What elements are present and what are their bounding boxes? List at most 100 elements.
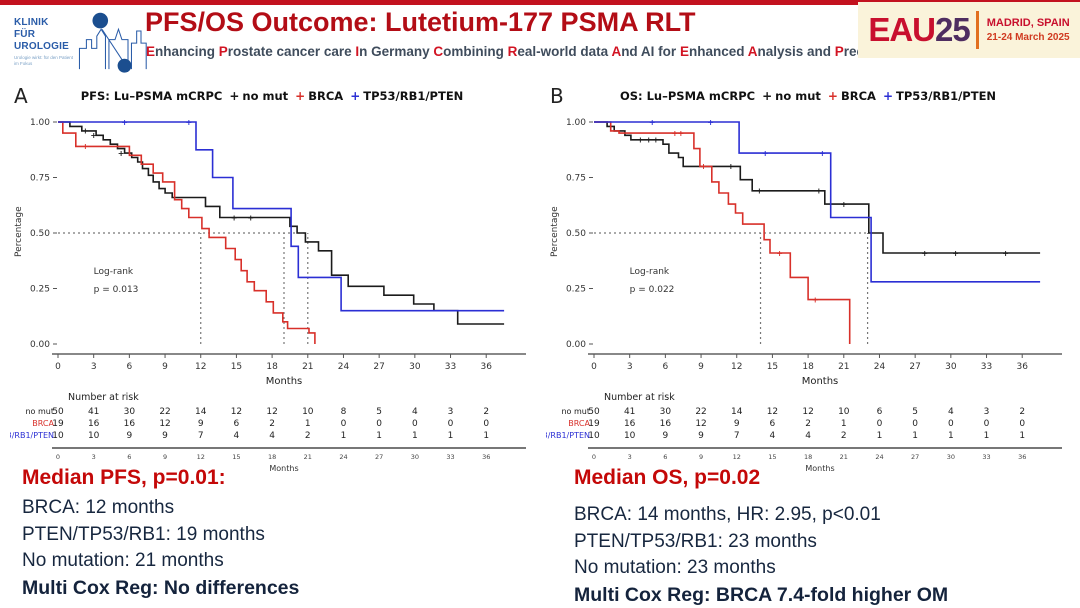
svg-text:TP53/RB1/PTEN: TP53/RB1/PTEN (546, 431, 590, 440)
svg-text:BRCA: BRCA (32, 419, 54, 428)
svg-text:24: 24 (875, 453, 883, 461)
svg-text:0.25: 0.25 (566, 285, 586, 295)
svg-text:+: + (231, 213, 238, 222)
svg-text:0: 0 (591, 362, 597, 372)
svg-text:no mut: no mut (561, 407, 590, 416)
svg-text:Number at risk: Number at risk (68, 392, 139, 403)
svg-text:+: + (776, 249, 783, 258)
svg-text:0.00: 0.00 (30, 340, 50, 350)
svg-text:1: 1 (1019, 431, 1025, 441)
svg-text:33: 33 (445, 362, 456, 372)
svg-text:p = 0.013: p = 0.013 (94, 285, 139, 295)
km-series-no-mut (58, 121, 505, 325)
svg-text:7: 7 (734, 431, 740, 441)
svg-text:19: 19 (588, 419, 600, 429)
svg-text:1: 1 (948, 431, 954, 441)
svg-text:30: 30 (945, 362, 957, 372)
svg-text:12: 12 (197, 453, 205, 461)
svg-text:0.75: 0.75 (566, 174, 586, 184)
panel-a-label: A (14, 84, 28, 108)
svg-text:6: 6 (127, 362, 133, 372)
plus-marker-icon: + (882, 89, 893, 103)
legend-brca: + BRCA (295, 89, 344, 103)
km-series-brca (594, 121, 851, 344)
pfs-summary-nomut: No mutation: 21 months (22, 550, 224, 572)
svg-text:1: 1 (341, 431, 347, 441)
svg-text:18: 18 (268, 453, 276, 461)
svg-text:0: 0 (341, 419, 347, 429)
svg-text:12: 12 (802, 407, 813, 417)
svg-text:12: 12 (767, 407, 778, 417)
svg-text:2: 2 (269, 419, 275, 429)
panel-os: B OS: Lu–PSMA mCRPC + no mut + BRCA + TP53/… (546, 84, 1070, 476)
pfs-summary-brca: BRCA: 12 months (22, 497, 175, 518)
km-series-tp53-rb1-pten (594, 121, 1041, 283)
pfs-summary-heading: Median PFS, p=0.01: (22, 466, 226, 489)
svg-text:0: 0 (376, 419, 382, 429)
svg-text:15: 15 (768, 453, 776, 461)
svg-text:Months: Months (805, 464, 834, 473)
svg-text:2: 2 (305, 431, 311, 441)
svg-text:33: 33 (446, 453, 454, 461)
svg-text:21: 21 (304, 453, 312, 461)
svg-text:12: 12 (195, 362, 206, 372)
svg-text:27: 27 (909, 362, 920, 372)
svg-text:+: + (247, 213, 254, 222)
svg-text:+: + (815, 187, 822, 196)
svg-text:18: 18 (802, 362, 814, 372)
svg-text:12: 12 (159, 419, 170, 429)
svg-text:4: 4 (269, 431, 275, 441)
svg-text:Log-rank: Log-rank (630, 267, 670, 277)
svg-text:22: 22 (695, 407, 706, 417)
svg-text:30: 30 (660, 407, 672, 417)
plus-marker-icon: + (350, 89, 361, 103)
svg-text:7: 7 (198, 431, 204, 441)
eau25-logo: EAU25 (868, 11, 970, 48)
svg-text:10: 10 (624, 431, 636, 441)
svg-text:9: 9 (162, 431, 168, 441)
svg-text:12: 12 (266, 407, 277, 417)
svg-text:no mut: no mut (25, 407, 54, 416)
svg-text:+: + (1002, 249, 1009, 258)
svg-text:0: 0 (483, 419, 489, 429)
clinic-name-line3: UROLOGIE (14, 40, 69, 52)
km-chart-os: + + +++ +++ + ++ +++++ ++ +1.000.750.500.250.00P… (546, 118, 1062, 473)
svg-text:0: 0 (1019, 419, 1025, 429)
svg-text:+: + (82, 142, 89, 151)
svg-text:Months: Months (802, 376, 839, 387)
svg-text:22: 22 (159, 407, 170, 417)
svg-text:4: 4 (234, 431, 240, 441)
svg-text:0: 0 (948, 419, 954, 429)
svg-text:1: 1 (912, 431, 918, 441)
svg-text:36: 36 (482, 453, 490, 461)
svg-text:14: 14 (195, 407, 207, 417)
svg-text:24: 24 (874, 362, 886, 372)
os-summary-block: Median OS, p=0.02 BRCA: 14 months, HR: 2… (574, 466, 948, 608)
svg-text:+: + (812, 295, 819, 304)
svg-text:0: 0 (56, 453, 60, 461)
svg-text:2: 2 (841, 431, 847, 441)
svg-text:33: 33 (982, 453, 990, 461)
km-series-tp53-rb1-pten (58, 121, 505, 312)
eau25-badge: EAU25 MADRID, SPAIN 21-24 March 2025 (858, 2, 1080, 58)
clinic-tagline: Urologie wirkt: für den Patient im Fokus (14, 55, 74, 67)
svg-text:5: 5 (376, 407, 382, 417)
os-summary-nomut: No mutation: 23 months (574, 557, 776, 579)
pfs-summary-pten: PTEN/TP53/RB1: 19 months (22, 523, 265, 545)
os-summary-pten: PTEN/TP53/RB1: 23 months (574, 530, 817, 552)
svg-text:1: 1 (412, 431, 418, 441)
svg-text:1: 1 (376, 431, 382, 441)
svg-text:24: 24 (339, 453, 347, 461)
svg-text:+: + (121, 118, 128, 127)
svg-text:3: 3 (448, 407, 454, 417)
svg-text:+: + (649, 118, 656, 127)
svg-text:0.75: 0.75 (30, 174, 50, 184)
svg-text:30: 30 (411, 453, 419, 461)
svg-text:+: + (756, 187, 763, 196)
svg-text:10: 10 (588, 431, 600, 441)
svg-text:6: 6 (127, 453, 131, 461)
svg-text:9: 9 (663, 431, 669, 441)
svg-text:+: + (762, 149, 769, 158)
svg-text:30: 30 (947, 453, 955, 461)
svg-text:1: 1 (483, 431, 489, 441)
